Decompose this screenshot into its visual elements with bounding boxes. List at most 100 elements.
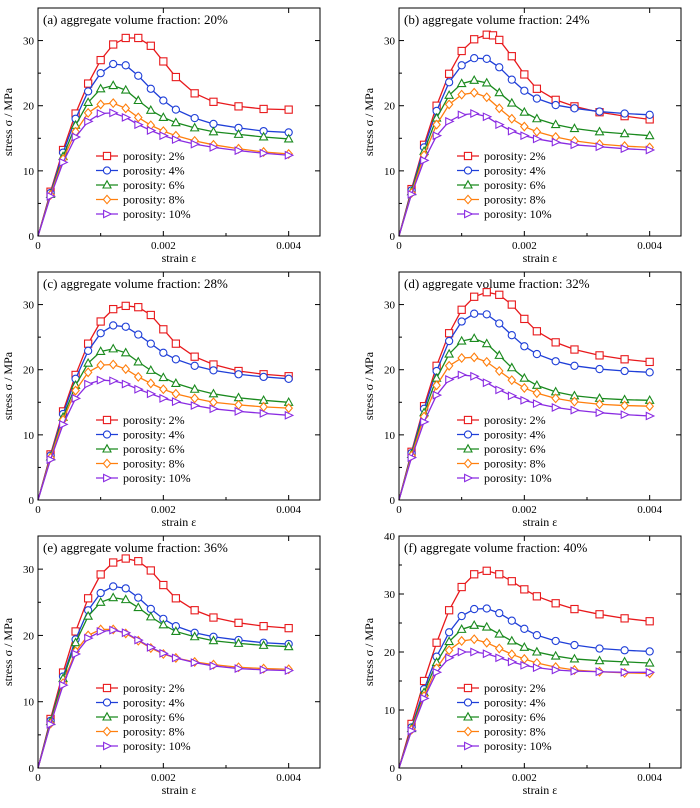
data-point xyxy=(159,648,169,658)
data-point xyxy=(457,647,468,657)
data-point xyxy=(208,126,219,136)
y-tick-label: 10 xyxy=(384,430,396,442)
chart-panel-5: 0 0.002 0.004 0 10 20 30 40 (f) aggregate volume… xyxy=(362,531,682,797)
data-point xyxy=(645,368,654,377)
data-point xyxy=(146,84,155,93)
y-tick-label: 30 xyxy=(23,300,35,312)
data-point xyxy=(482,112,493,122)
data-point xyxy=(146,604,155,614)
x-axis-label: strain ε xyxy=(523,515,558,529)
data-point xyxy=(457,370,468,380)
data-point xyxy=(481,338,492,348)
y-axis-label: stress σ / MPa xyxy=(1,617,15,686)
legend-label: porosity: 8% xyxy=(484,193,546,207)
data-point xyxy=(95,346,106,356)
series-2 xyxy=(37,582,293,769)
series-3 xyxy=(398,619,655,769)
data-point xyxy=(432,380,441,391)
data-point xyxy=(444,606,454,615)
data-point xyxy=(444,628,454,637)
data-point xyxy=(520,585,529,594)
data-point xyxy=(171,339,181,348)
legend-marker xyxy=(463,711,473,721)
data-point xyxy=(551,100,560,110)
x-tick-label: 0.004 xyxy=(276,504,301,516)
data-point xyxy=(283,133,294,143)
legend: porosity: 2%porosity: 4%porosity: 6%poro… xyxy=(96,413,191,485)
y-tick-label: 30 xyxy=(384,36,396,48)
data-point xyxy=(159,384,168,395)
data-point xyxy=(159,325,168,334)
data-point xyxy=(158,112,169,121)
data-point xyxy=(595,142,606,152)
data-point xyxy=(208,635,219,645)
data-point xyxy=(258,131,269,141)
legend-marker xyxy=(463,194,473,205)
data-point xyxy=(259,148,270,158)
legend-label: porosity: 2% xyxy=(123,149,185,163)
data-point xyxy=(71,385,80,396)
data-point xyxy=(171,135,182,145)
x-tick-label: 0 xyxy=(396,772,402,784)
x-tick-label: 0 xyxy=(396,240,402,252)
data-point xyxy=(171,388,181,399)
legend-marker xyxy=(102,151,112,161)
data-point xyxy=(171,72,181,82)
data-point xyxy=(109,108,119,118)
legend-label: porosity: 2% xyxy=(123,413,185,427)
data-point xyxy=(95,83,106,93)
data-point xyxy=(134,71,143,80)
legend-label: porosity: 4% xyxy=(484,428,546,442)
data-point xyxy=(109,40,118,49)
legend-label: porosity: 2% xyxy=(484,149,546,163)
series-2 xyxy=(398,604,654,769)
data-point xyxy=(59,419,69,429)
data-point xyxy=(71,132,82,142)
legend-label: porosity: 4% xyxy=(123,428,185,442)
x-axis-label: strain ε xyxy=(162,251,197,265)
data-point xyxy=(532,134,543,144)
data-point xyxy=(259,372,268,382)
legend-label: porosity: 10% xyxy=(484,471,552,485)
data-point xyxy=(159,393,169,403)
data-point xyxy=(109,582,118,591)
data-point xyxy=(520,624,529,633)
data-point xyxy=(532,94,542,103)
data-point xyxy=(146,310,155,320)
data-point xyxy=(109,376,119,386)
data-point xyxy=(83,594,93,603)
series-3 xyxy=(37,80,294,237)
data-point xyxy=(209,97,218,106)
data-point xyxy=(234,370,243,379)
data-point xyxy=(109,625,119,635)
data-point xyxy=(284,666,295,676)
data-point xyxy=(569,123,580,133)
data-point xyxy=(619,128,630,138)
data-point xyxy=(482,566,491,575)
legend-label: porosity: 4% xyxy=(123,696,185,710)
legend-marker xyxy=(102,711,112,721)
data-point xyxy=(284,410,295,420)
data-point xyxy=(432,131,443,141)
data-point xyxy=(134,33,143,43)
data-point xyxy=(444,360,454,371)
data-point xyxy=(158,372,169,382)
data-point xyxy=(532,592,542,601)
x-axis-label: strain ε xyxy=(162,783,197,797)
series-5 xyxy=(398,647,656,769)
data-point xyxy=(407,189,418,199)
data-point xyxy=(234,406,245,416)
data-point xyxy=(234,102,243,111)
data-point xyxy=(494,365,504,377)
data-point xyxy=(520,395,530,405)
data-point xyxy=(121,112,132,122)
data-point xyxy=(531,113,542,123)
data-point xyxy=(507,126,518,136)
data-point xyxy=(595,107,604,116)
series-4 xyxy=(37,624,293,769)
data-point xyxy=(283,641,294,651)
data-point xyxy=(520,660,530,670)
data-point xyxy=(407,453,418,463)
data-point xyxy=(570,140,580,150)
x-tick-label: 0 xyxy=(396,504,402,516)
